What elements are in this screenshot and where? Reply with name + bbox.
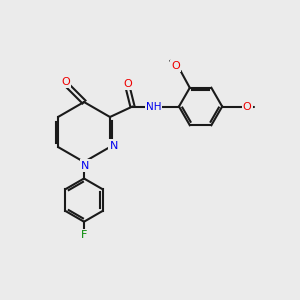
Text: NH: NH <box>146 101 161 112</box>
Text: N: N <box>110 140 118 151</box>
Text: O: O <box>61 77 70 87</box>
Text: N: N <box>81 160 90 171</box>
Text: O: O <box>124 79 132 89</box>
Text: O: O <box>171 61 180 71</box>
Text: O: O <box>243 101 251 112</box>
Text: F: F <box>81 230 87 240</box>
